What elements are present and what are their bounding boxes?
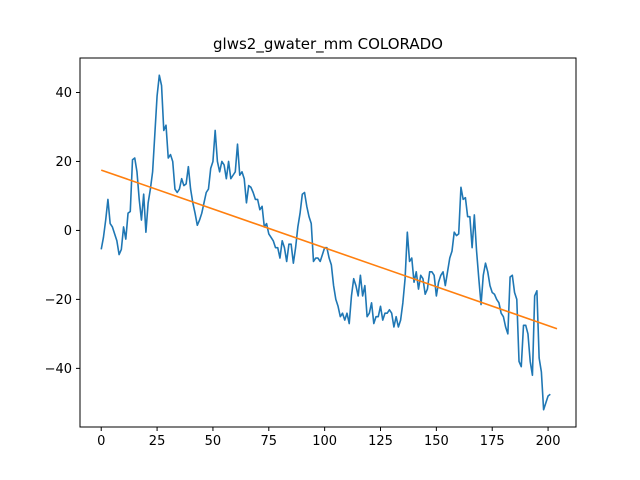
x-tick-label: 50	[205, 434, 222, 449]
y-tick-label: −20	[45, 293, 72, 308]
x-tick-label: 150	[424, 434, 449, 449]
x-tick-label: 25	[149, 434, 166, 449]
y-tick-label: 0	[64, 224, 72, 239]
plot-frame	[79, 57, 577, 428]
x-tick-label: 200	[536, 434, 561, 449]
x-tick-label: 0	[97, 434, 105, 449]
x-tick-label: 125	[368, 434, 393, 449]
x-tick-label: 175	[480, 434, 505, 449]
chart-title: glws2_gwater_mm COLORADO	[213, 35, 443, 54]
plot-series-group	[100, 74, 558, 411]
y-tick-label: −40	[45, 362, 72, 377]
x-tick-label: 100	[312, 434, 337, 449]
y-tick-label: 40	[55, 86, 72, 101]
x-tick-label: 75	[261, 434, 278, 449]
y-axis: −40 −20 0 20 40	[45, 86, 80, 377]
x-axis: 0 25 50 75 100 125 150 175 200	[97, 427, 560, 449]
y-tick-label: 20	[55, 155, 72, 170]
series-line-1	[100, 169, 558, 330]
